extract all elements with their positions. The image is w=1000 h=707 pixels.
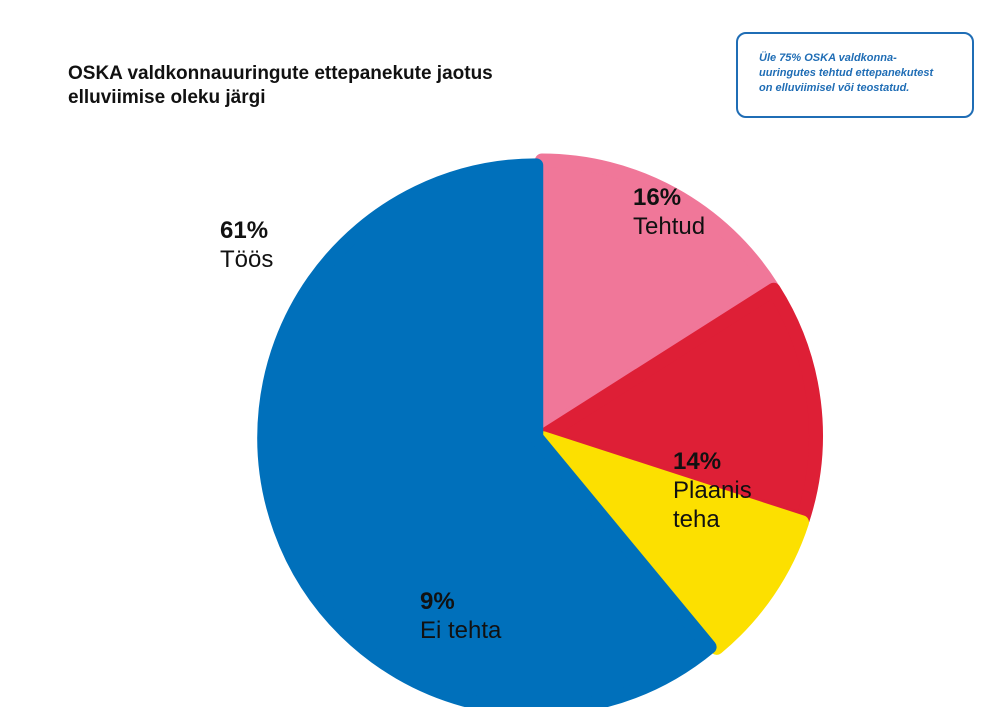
slice-name-plaanis-teha-line-2: teha: [673, 506, 720, 533]
pie-slice-ei-tehta: [536, 431, 809, 655]
pie-slice-plaanis-teha: [536, 282, 823, 527]
info-note-line-1: Üle 75% OSKA valdkonna-: [759, 52, 897, 64]
slice-label-toos: 61% Töös: [220, 216, 273, 274]
pie-slices: [257, 153, 823, 707]
slice-percent-plaanis-teha: 14%: [673, 448, 722, 475]
slice-name-toos: Töös: [220, 246, 274, 273]
pie-slice-tehtud: [534, 153, 779, 440]
info-note-line-2: uuringutes tehtud ettepanekutest: [759, 67, 934, 79]
info-note-box: Üle 75% OSKA valdkonna- uuringutes tehtu…: [736, 32, 974, 118]
slice-name-ei-tehta: Ei tehta: [420, 617, 502, 644]
chart-title: OSKA valdkonnauuringute ettepanekute jao…: [68, 62, 628, 110]
pie-slice-töös: [257, 158, 717, 707]
slice-percent-toos: 61%: [220, 217, 269, 244]
chart-title-line-2: elluviimise oleku järgi: [68, 87, 266, 108]
slice-name-tehtud: Tehtud: [633, 213, 706, 240]
slice-percent-tehtud: 16%: [633, 184, 682, 211]
info-note-line-3: on elluviimisel või teostatud.: [759, 82, 910, 94]
chart-title-line-1: OSKA valdkonnauuringute ettepanekute jao…: [68, 63, 493, 84]
slice-label-plaanis-teha: 14% Plaanis teha: [673, 447, 752, 534]
slice-label-tehtud: 16% Tehtud: [633, 183, 705, 241]
slice-percent-ei-tehta: 9%: [420, 588, 455, 615]
slice-label-ei-tehta: 9% Ei tehta: [420, 587, 501, 645]
slice-name-plaanis-teha-line-1: Plaanis: [673, 477, 752, 504]
